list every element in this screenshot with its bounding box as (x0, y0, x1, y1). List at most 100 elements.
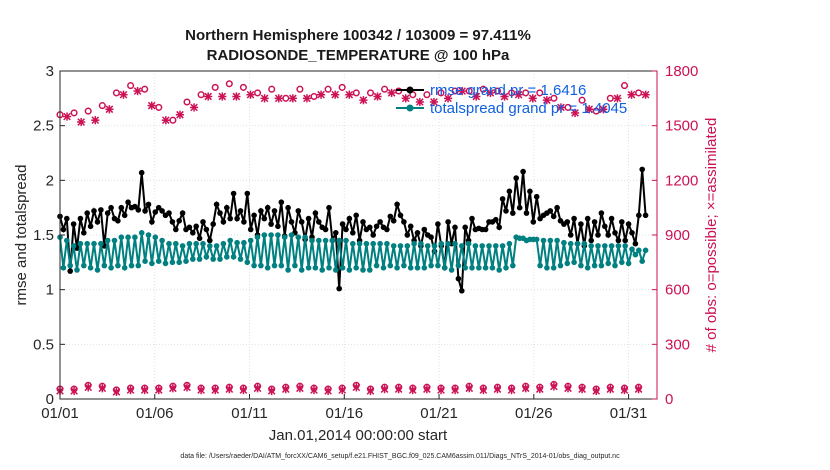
x-tick-label: 01/31 (610, 405, 648, 422)
rmse-point (275, 223, 281, 230)
totalspread-point (424, 243, 431, 249)
rmse-point (234, 215, 240, 222)
totalspread-point (469, 265, 475, 271)
totalspread-point (418, 240, 424, 247)
possible-marker (536, 89, 544, 97)
rmse-point (288, 219, 295, 225)
totalspread-point (128, 262, 135, 269)
totalspread-point (292, 262, 298, 269)
totalspread-point (431, 243, 438, 249)
totalspread-point (605, 260, 611, 267)
rmse-point (179, 210, 186, 216)
rmse-point (353, 212, 360, 219)
totalspread-point (258, 262, 264, 269)
rmse-point (220, 219, 227, 225)
possible-marker (465, 87, 473, 95)
totalspread-point (591, 262, 598, 269)
y-tick-label: 2 (46, 172, 54, 189)
totalspread-point (564, 260, 571, 267)
totalspread-point (554, 237, 560, 244)
totalspread-point (452, 240, 458, 247)
series-totalspread (57, 230, 649, 273)
rmse-point (513, 175, 519, 181)
totalspread-point (190, 256, 196, 262)
totalspread-point (384, 240, 390, 247)
rmse-point (224, 204, 230, 211)
totalspread-point (312, 265, 319, 271)
rmse-point (598, 210, 605, 216)
totalspread-point (533, 236, 540, 243)
rmse-point (428, 234, 434, 240)
totalspread-point (142, 258, 148, 265)
totalspread-point (465, 240, 472, 247)
totalspread-point (200, 240, 206, 247)
rmse-point (322, 226, 329, 233)
possible-marker (70, 109, 78, 117)
possible-marker (451, 87, 459, 95)
rmse-point (213, 201, 220, 208)
totalspread-point (459, 243, 465, 249)
chart-title-line2: RADIOSONDE_TEMPERATURE @ 100 hPa (207, 47, 510, 64)
possible-marker (141, 85, 149, 93)
x-tick-label: 01/06 (136, 405, 174, 422)
possible-marker (479, 85, 487, 93)
totalspread-point (346, 267, 353, 273)
possible-marker (522, 89, 530, 97)
totalspread-point (169, 259, 176, 266)
totalspread-point (295, 234, 302, 240)
rmse-point (247, 226, 254, 233)
rmse-point (360, 219, 366, 225)
right-y-tick-label: 900 (665, 227, 690, 244)
totalspread-point (428, 262, 434, 269)
right-y-tick-label: 300 (665, 336, 690, 353)
rmse-point (407, 223, 414, 230)
totalspread-point (537, 262, 543, 269)
totalspread-point (217, 256, 223, 262)
rmse-point (118, 204, 125, 211)
totalspread-point (343, 237, 349, 244)
possible-marker (268, 85, 276, 93)
rmse-point (316, 219, 322, 225)
rmse-point (452, 224, 458, 231)
totalspread-point (598, 262, 605, 269)
totalspread-point (162, 260, 169, 267)
totalspread-point (237, 256, 244, 262)
totalspread-point (227, 237, 233, 244)
rmse-point (210, 221, 216, 227)
totalspread-point (278, 262, 285, 269)
totalspread-point (329, 237, 336, 244)
rmse-point (533, 193, 540, 200)
rmse-point (346, 215, 353, 222)
legend-rmse-marker (406, 86, 414, 94)
totalspread-point (448, 267, 455, 273)
totalspread-point (67, 262, 73, 269)
totalspread-point (261, 232, 268, 238)
right-y-tick-label: 600 (665, 282, 690, 299)
totalspread-point (486, 243, 492, 249)
totalspread-point (476, 265, 482, 271)
rmse-point (595, 232, 601, 238)
rmse-point (268, 221, 274, 227)
rmse-point (98, 207, 104, 213)
rmse-point (615, 237, 622, 244)
totalspread-point (322, 237, 329, 244)
rmse-point (81, 230, 87, 236)
rmse-point (523, 210, 530, 216)
rmse-point (564, 219, 571, 225)
series-low-count-possible (56, 380, 643, 396)
possible-marker (239, 83, 247, 91)
right-y-tick-label: 1200 (665, 172, 698, 189)
x-tick-label: 01/16 (326, 405, 364, 422)
rmse-point (312, 210, 319, 216)
totalspread-point (94, 267, 101, 273)
totalspread-point (588, 243, 594, 249)
totalspread-point (247, 237, 254, 244)
totalspread-point (179, 243, 186, 249)
rmse-point (469, 215, 475, 222)
totalspread-point (642, 247, 649, 254)
possible-marker (296, 85, 304, 93)
totalspread-point (503, 265, 509, 271)
totalspread-point (333, 267, 339, 273)
totalspread-point (254, 234, 261, 240)
x-tick-label: 01/21 (420, 405, 458, 422)
